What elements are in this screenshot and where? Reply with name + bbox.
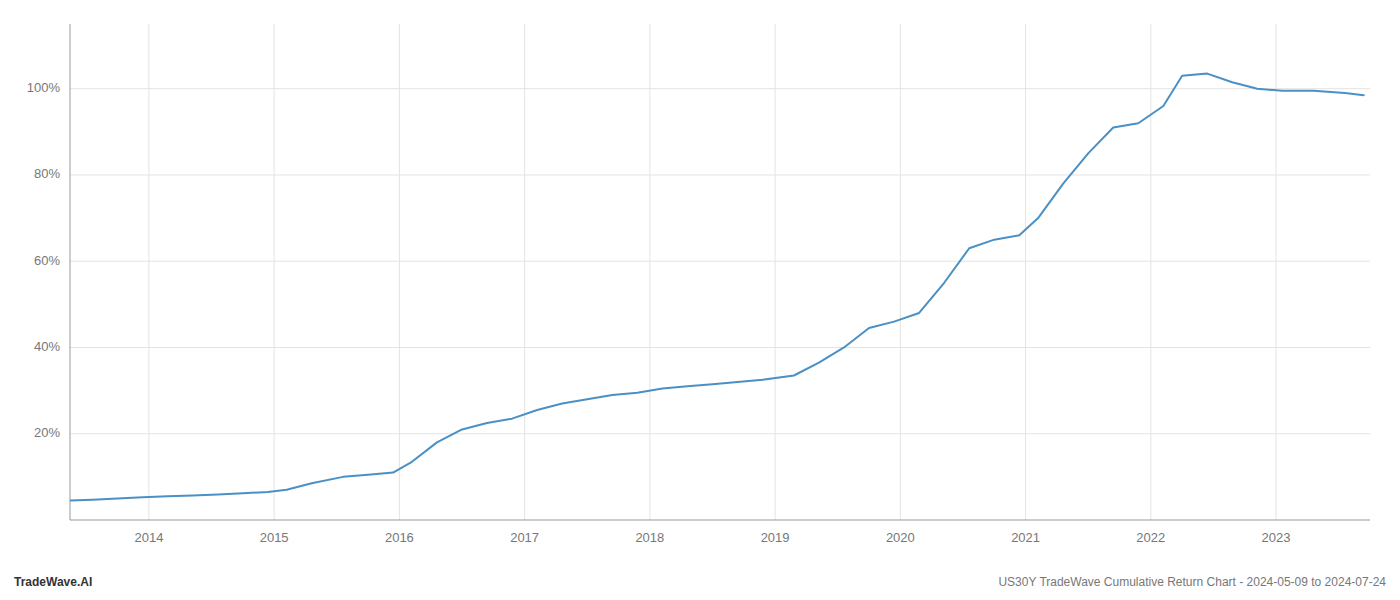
x-tick-label: 2015 <box>260 530 289 545</box>
x-grid-line <box>649 24 650 520</box>
y-grid-line <box>70 174 1370 175</box>
x-grid-line <box>775 24 776 520</box>
x-grid-line <box>1150 24 1151 520</box>
y-tick-label: 60% <box>34 253 60 268</box>
x-tick-label: 2021 <box>1011 530 1040 545</box>
x-grid-line <box>524 24 525 520</box>
y-grid-line <box>70 261 1370 262</box>
grid <box>70 24 1370 520</box>
x-grid-line <box>1276 24 1277 520</box>
y-tick-label: 40% <box>34 339 60 354</box>
x-tick-label: 2016 <box>385 530 414 545</box>
x-grid-line <box>900 24 901 520</box>
y-tick-label: 20% <box>34 425 60 440</box>
x-tick-label: 2023 <box>1262 530 1291 545</box>
x-grid-line <box>274 24 275 520</box>
y-grid-line <box>70 347 1370 348</box>
line <box>70 74 1364 501</box>
x-tick-label: 2022 <box>1136 530 1165 545</box>
x-grid-line <box>399 24 400 520</box>
x-axis-line <box>70 520 1370 521</box>
y-axis-line <box>70 24 71 520</box>
x-grid-line <box>148 24 149 520</box>
x-tick-label: 2017 <box>510 530 539 545</box>
x-tick-label: 2020 <box>886 530 915 545</box>
x-tick-label: 2019 <box>761 530 790 545</box>
y-grid-line <box>70 433 1370 434</box>
y-tick-label: 100% <box>27 80 61 95</box>
x-tick-label: 2018 <box>635 530 664 545</box>
footer-left: TradeWave.AI <box>14 575 92 589</box>
y-tick-label: 80% <box>34 166 60 181</box>
plot-area <box>70 74 1364 501</box>
ticks: 20% 40% 60% 80% 100% 2014 2015 2016 2017 2018 2019… <box>27 80 1291 545</box>
x-grid-line <box>1025 24 1026 520</box>
chart: 20% 40% 60% 80% 100% 2014 2015 2016 2017 2018 2019… <box>0 0 1400 600</box>
x-tick-label: 2014 <box>134 530 163 545</box>
footer-right: US30Y TradeWave Cumulative Return Chart … <box>998 575 1386 589</box>
